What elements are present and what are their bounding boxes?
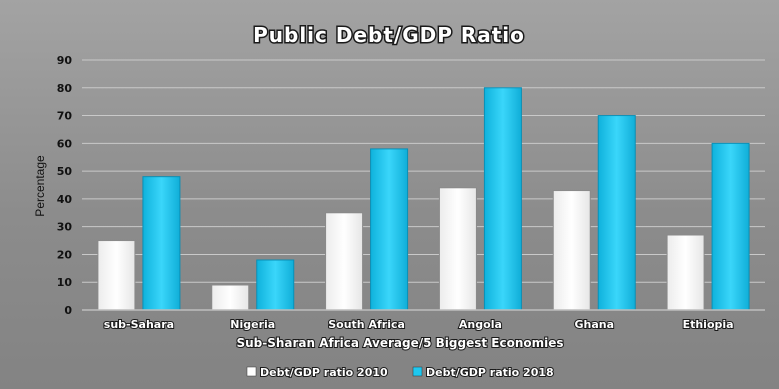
- legend-swatch-2010: [246, 366, 257, 377]
- x-category-label: Ghana: [574, 318, 614, 331]
- legend: Debt/GDP ratio 2010 Debt/GDP ratio 2018: [246, 365, 555, 380]
- y-tick-label: 20: [57, 248, 73, 261]
- x-category-label: sub-Sahara: [104, 318, 174, 331]
- y-axis-ticks: 0 10 20 30 40 50 60 70 80 90: [57, 54, 73, 317]
- y-tick-label: 50: [57, 165, 73, 178]
- bar-2010-angola: [438, 187, 477, 311]
- x-category-label: South Africa: [328, 318, 405, 331]
- bar-2010-nigeria: [211, 284, 250, 311]
- legend-swatch-2018: [412, 366, 423, 377]
- bar-2018-nigeria: [256, 259, 295, 311]
- bar-2018-south-africa: [370, 148, 409, 311]
- bar-2010-ghana: [552, 190, 591, 311]
- y-tick-label: 60: [57, 137, 73, 150]
- legend-label-2010: Debt/GDP ratio 2010: [260, 366, 388, 379]
- legend-label-2018: Debt/GDP ratio 2018: [426, 366, 554, 379]
- y-tick-label: 90: [57, 54, 73, 67]
- bar-2010-south-africa: [325, 212, 364, 311]
- bar-2010-sub-sahara: [97, 240, 136, 311]
- x-category-label: Angola: [459, 318, 502, 331]
- x-axis-title: Sub-Sharan Africa Average/5 Biggest Econ…: [236, 336, 563, 350]
- chart-title: Public Debt/GDP Ratio: [253, 23, 525, 47]
- y-tick-label: 30: [57, 221, 73, 234]
- x-category-label: Nigeria: [230, 318, 275, 331]
- x-axis-categories: sub-Sahara Nigeria South Africa Angola Ghana…: [103, 317, 735, 332]
- y-tick-label: 40: [57, 193, 73, 206]
- y-tick-label: 0: [64, 304, 72, 317]
- y-axis-title: Percentage: [33, 155, 47, 217]
- bar-2018-ghana: [597, 115, 636, 311]
- bar-2018-sub-sahara: [142, 176, 181, 311]
- y-tick-label: 70: [57, 110, 73, 123]
- bar-2018-angola: [483, 87, 522, 311]
- y-tick-label: 80: [57, 82, 73, 95]
- bar-2018-ethiopia: [711, 142, 750, 311]
- x-category-label: Ethiopia: [683, 318, 734, 331]
- bar-2010-ethiopia: [666, 234, 705, 311]
- y-tick-label: 10: [57, 276, 73, 289]
- gridlines: [82, 59, 765, 311]
- bars: [82, 87, 765, 311]
